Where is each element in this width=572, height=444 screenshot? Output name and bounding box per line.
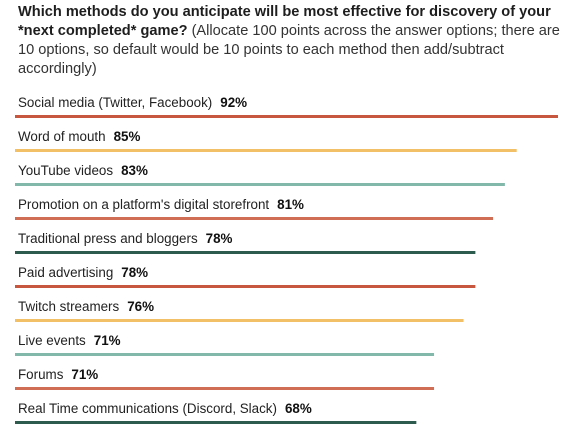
category-label: Social media (Twitter, Facebook) bbox=[18, 95, 212, 110]
value-label: 81% bbox=[277, 197, 304, 212]
value-label: 78% bbox=[121, 265, 148, 280]
chart-question: Which methods do you anticipate will be … bbox=[18, 3, 563, 79]
bar bbox=[15, 251, 476, 254]
value-label: 71% bbox=[71, 367, 98, 382]
category-label: Real Time communications (Discord, Slack… bbox=[18, 401, 277, 416]
value-label: 71% bbox=[94, 333, 121, 348]
value-label: 85% bbox=[114, 129, 141, 144]
category-label: Live events bbox=[18, 333, 86, 348]
value-label: 78% bbox=[206, 231, 233, 246]
bar bbox=[15, 217, 494, 220]
category-label: Forums bbox=[18, 367, 64, 382]
bar bbox=[15, 285, 476, 288]
bar bbox=[15, 149, 517, 152]
category-label: Twitch streamers bbox=[18, 299, 119, 314]
value-label: 76% bbox=[127, 299, 154, 314]
bar bbox=[15, 387, 435, 390]
category-label: Promotion on a platform's digital storef… bbox=[18, 197, 269, 212]
category-label: Word of mouth bbox=[18, 129, 106, 144]
category-label: Paid advertising bbox=[18, 265, 113, 280]
category-label: Traditional press and bloggers bbox=[18, 231, 198, 246]
category-label: YouTube videos bbox=[18, 163, 113, 178]
bar bbox=[15, 115, 558, 118]
value-label: 83% bbox=[121, 163, 148, 178]
value-label: 92% bbox=[220, 95, 247, 110]
value-label: 68% bbox=[285, 401, 312, 416]
chart-question-bold: Which methods do you anticipate will be … bbox=[18, 4, 551, 39]
bar bbox=[15, 183, 505, 186]
chart-question-note: (Allocate 100 points across the answer o… bbox=[18, 23, 560, 77]
bar bbox=[15, 353, 435, 356]
bar bbox=[15, 421, 417, 424]
bar bbox=[15, 319, 464, 322]
